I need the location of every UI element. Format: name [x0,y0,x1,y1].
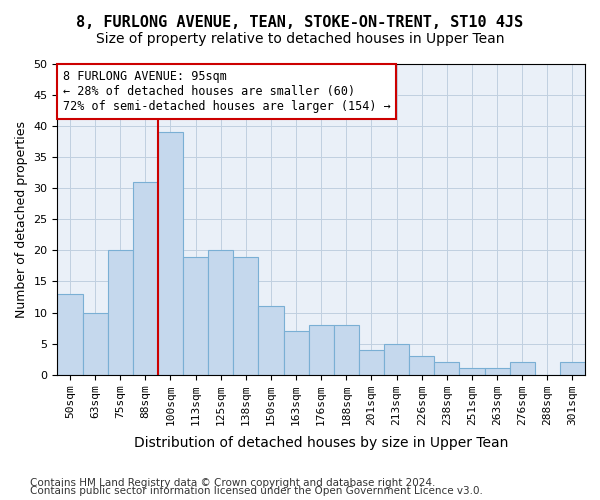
Bar [308,325,334,374]
Bar [359,350,384,374]
Y-axis label: Number of detached properties: Number of detached properties [15,121,28,318]
Bar [560,362,585,374]
Text: Contains public sector information licensed under the Open Government Licence v3: Contains public sector information licen… [30,486,483,496]
Bar [133,182,158,374]
Text: 8 FURLONG AVENUE: 95sqm
← 28% of detached houses are smaller (60)
72% of semi-de: 8 FURLONG AVENUE: 95sqm ← 28% of detache… [62,70,391,113]
Bar [107,250,133,374]
Bar [509,362,535,374]
Bar [83,312,107,374]
Bar [485,368,509,374]
Bar [460,368,485,374]
Bar [409,356,434,374]
Text: Size of property relative to detached houses in Upper Tean: Size of property relative to detached ho… [96,32,504,46]
Bar [434,362,460,374]
Text: Contains HM Land Registry data © Crown copyright and database right 2024.: Contains HM Land Registry data © Crown c… [30,478,436,488]
Bar [183,256,208,374]
Bar [284,331,308,374]
Bar [233,256,259,374]
Bar [208,250,233,374]
Bar [259,306,284,374]
Bar [158,132,183,374]
Bar [334,325,359,374]
Text: 8, FURLONG AVENUE, TEAN, STOKE-ON-TRENT, ST10 4JS: 8, FURLONG AVENUE, TEAN, STOKE-ON-TRENT,… [76,15,524,30]
Bar [58,294,83,374]
X-axis label: Distribution of detached houses by size in Upper Tean: Distribution of detached houses by size … [134,436,508,450]
Bar [384,344,409,374]
